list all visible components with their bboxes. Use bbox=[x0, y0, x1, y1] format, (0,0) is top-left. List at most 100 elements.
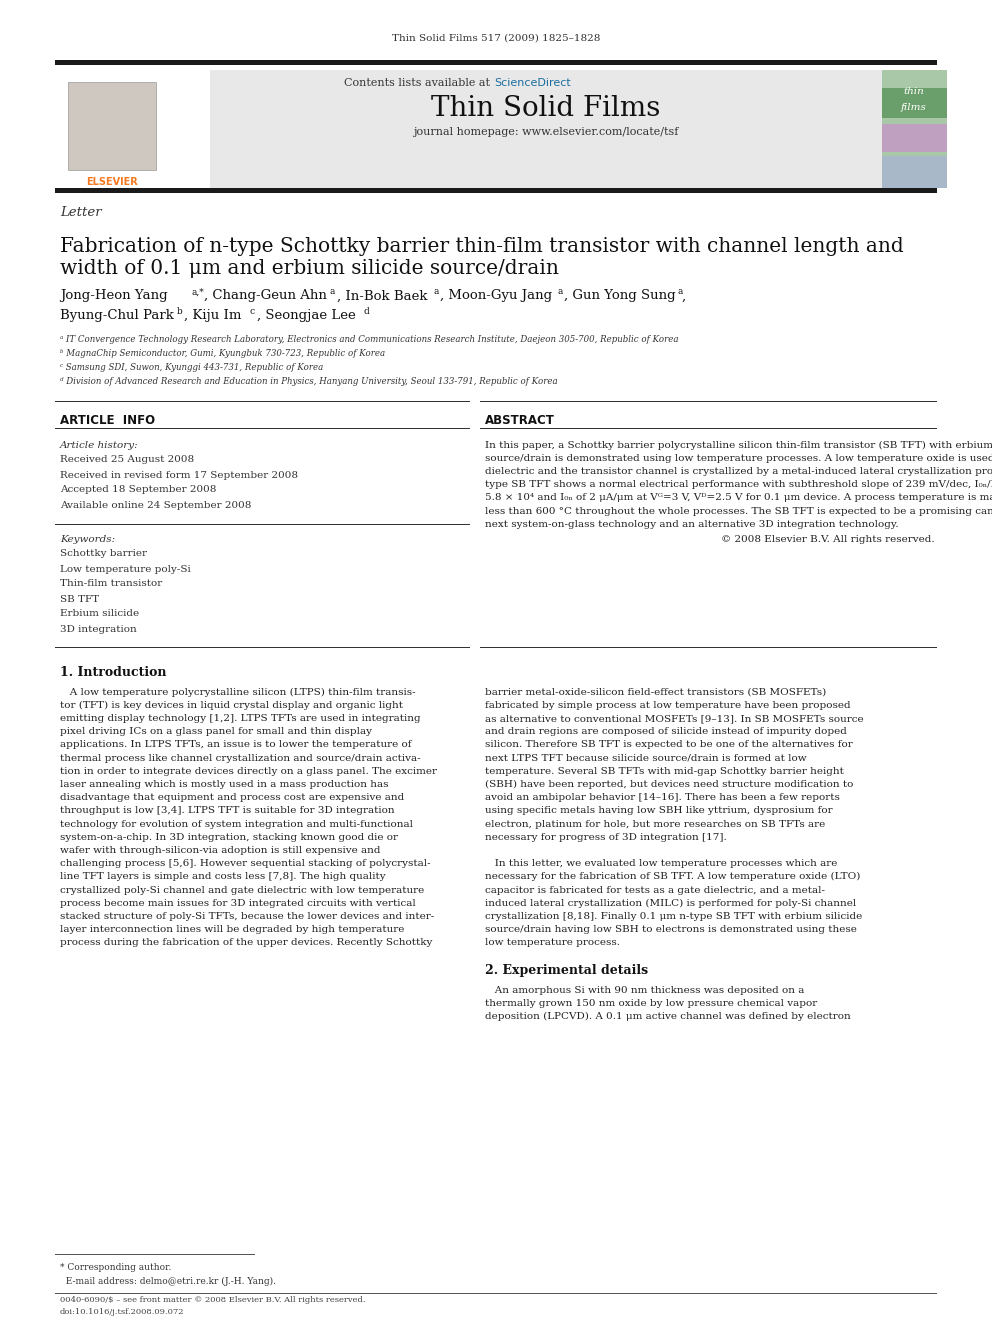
Text: next system-on-glass technology and an alternative 3D integration technology.: next system-on-glass technology and an a… bbox=[485, 520, 899, 529]
Text: crystallization [8,18]. Finally 0.1 μm n-type SB TFT with erbium silicide: crystallization [8,18]. Finally 0.1 μm n… bbox=[485, 912, 862, 921]
Text: Byung-Chul Park: Byung-Chul Park bbox=[60, 308, 174, 321]
Text: layer interconnection lines will be degraded by high temperature: layer interconnection lines will be degr… bbox=[60, 925, 405, 934]
Text: barrier metal-oxide-silicon field-effect transistors (SB MOSFETs): barrier metal-oxide-silicon field-effect… bbox=[485, 688, 826, 696]
Text: emitting display technology [1,2]. LTPS TFTs are used in integrating: emitting display technology [1,2]. LTPS … bbox=[60, 714, 421, 722]
Bar bbox=[55, 188, 937, 193]
Text: throughput is low [3,4]. LTPS TFT is suitable for 3D integration: throughput is low [3,4]. LTPS TFT is sui… bbox=[60, 806, 395, 815]
Text: ᵃ IT Convergence Technology Research Laboratory, Electronics and Communications : ᵃ IT Convergence Technology Research Lab… bbox=[60, 336, 679, 344]
Text: as alternative to conventional MOSFETs [9–13]. In SB MOSFETs source: as alternative to conventional MOSFETs [… bbox=[485, 714, 864, 722]
Text: d: d bbox=[364, 307, 370, 315]
Text: a: a bbox=[433, 287, 438, 296]
Text: crystallized poly-Si channel and gate dielectric with low temperature: crystallized poly-Si channel and gate di… bbox=[60, 885, 425, 894]
Text: , Moon-Gyu Jang: , Moon-Gyu Jang bbox=[440, 290, 553, 303]
Text: 5.8 × 10⁴ and I₀ₙ of 2 μA/μm at Vᴳ=3 V, Vᴰ=2.5 V for 0.1 μm device. A process te: 5.8 × 10⁴ and I₀ₙ of 2 μA/μm at Vᴳ=3 V, … bbox=[485, 493, 992, 503]
Text: ᵇ MagnaChip Semiconductor, Gumi, Kyungbuk 730-723, Republic of Korea: ᵇ MagnaChip Semiconductor, Gumi, Kyungbu… bbox=[60, 349, 385, 359]
Text: ELSEVIER: ELSEVIER bbox=[86, 177, 138, 187]
Text: source/drain having low SBH to electrons is demonstrated using these: source/drain having low SBH to electrons… bbox=[485, 925, 857, 934]
Text: a,*: a,* bbox=[192, 287, 204, 296]
Text: dielectric and the transistor channel is crystallized by a metal-induced lateral: dielectric and the transistor channel is… bbox=[485, 467, 992, 476]
Bar bbox=[882, 89, 947, 118]
Text: 1. Introduction: 1. Introduction bbox=[60, 665, 167, 679]
Text: 0040-6090/$ – see front matter © 2008 Elsevier B.V. All rights reserved.: 0040-6090/$ – see front matter © 2008 El… bbox=[60, 1297, 365, 1304]
Bar bbox=[882, 124, 947, 152]
Text: necessary for the fabrication of SB TFT. A low temperature oxide (LTO): necessary for the fabrication of SB TFT.… bbox=[485, 872, 860, 881]
Text: challenging process [5,6]. However sequential stacking of polycrystal-: challenging process [5,6]. However seque… bbox=[60, 859, 431, 868]
Text: necessary for progress of 3D integration [17].: necessary for progress of 3D integration… bbox=[485, 832, 727, 841]
Text: next LTPS TFT because silicide source/drain is formed at low: next LTPS TFT because silicide source/dr… bbox=[485, 754, 806, 762]
Bar bbox=[882, 156, 947, 188]
Text: a: a bbox=[330, 287, 335, 296]
Text: Schottky barrier: Schottky barrier bbox=[60, 549, 147, 558]
Text: Received 25 August 2008: Received 25 August 2008 bbox=[60, 455, 194, 464]
Text: wafer with through-silicon-via adoption is still expensive and: wafer with through-silicon-via adoption … bbox=[60, 845, 381, 855]
Text: An amorphous Si with 90 nm thickness was deposited on a: An amorphous Si with 90 nm thickness was… bbox=[485, 986, 805, 995]
Text: In this paper, a Schottky barrier polycrystalline silicon thin-film transistor (: In this paper, a Schottky barrier polycr… bbox=[485, 441, 992, 450]
Bar bbox=[55, 70, 210, 188]
Text: Thin-film transistor: Thin-film transistor bbox=[60, 579, 163, 589]
Text: films: films bbox=[901, 103, 927, 112]
Text: Keywords:: Keywords: bbox=[60, 534, 115, 544]
Text: Contents lists available at: Contents lists available at bbox=[343, 78, 493, 89]
Text: a: a bbox=[558, 287, 563, 296]
Text: source/drain is demonstrated using low temperature processes. A low temperature : source/drain is demonstrated using low t… bbox=[485, 454, 992, 463]
Text: thermal process like channel crystallization and source/drain activa-: thermal process like channel crystalliza… bbox=[60, 754, 421, 762]
Text: deposition (LPCVD). A 0.1 μm active channel was defined by electron: deposition (LPCVD). A 0.1 μm active chan… bbox=[485, 1012, 851, 1021]
Text: electron, platinum for hole, but more researches on SB TFTs are: electron, platinum for hole, but more re… bbox=[485, 819, 825, 828]
Text: ARTICLE  INFO: ARTICLE INFO bbox=[60, 414, 155, 426]
Text: © 2008 Elsevier B.V. All rights reserved.: © 2008 Elsevier B.V. All rights reserved… bbox=[721, 534, 935, 544]
Text: SB TFT: SB TFT bbox=[60, 594, 99, 603]
Text: ABSTRACT: ABSTRACT bbox=[485, 414, 555, 426]
Text: pixel driving ICs on a glass panel for small and thin display: pixel driving ICs on a glass panel for s… bbox=[60, 728, 372, 736]
Text: system-on-a-chip. In 3D integration, stacking known good die or: system-on-a-chip. In 3D integration, sta… bbox=[60, 832, 398, 841]
Text: Thin Solid Films: Thin Solid Films bbox=[432, 94, 661, 122]
Text: Thin Solid Films 517 (2009) 1825–1828: Thin Solid Films 517 (2009) 1825–1828 bbox=[392, 33, 600, 42]
Bar bbox=[210, 70, 882, 188]
Text: thermally grown 150 nm oxide by low pressure chemical vapor: thermally grown 150 nm oxide by low pres… bbox=[485, 999, 817, 1008]
Text: 2. Experimental details: 2. Experimental details bbox=[485, 963, 648, 976]
Bar bbox=[68, 82, 156, 169]
Text: tor (TFT) is key devices in liquid crystal display and organic light: tor (TFT) is key devices in liquid cryst… bbox=[60, 701, 403, 709]
Text: ScienceDirect: ScienceDirect bbox=[494, 78, 570, 89]
Text: c: c bbox=[250, 307, 255, 315]
Text: process become main issues for 3D integrated circuits with vertical: process become main issues for 3D integr… bbox=[60, 898, 416, 908]
Text: a: a bbox=[677, 287, 682, 296]
Text: type SB TFT shows a normal electrical performance with subthreshold slope of 239: type SB TFT shows a normal electrical pe… bbox=[485, 480, 992, 490]
Text: Jong-Heon Yang: Jong-Heon Yang bbox=[60, 290, 168, 303]
Text: Accepted 18 September 2008: Accepted 18 September 2008 bbox=[60, 486, 216, 495]
Text: laser annealing which is mostly used in a mass production has: laser annealing which is mostly used in … bbox=[60, 779, 389, 789]
Text: Fabrication of n-type Schottky barrier thin-film transistor with channel length : Fabrication of n-type Schottky barrier t… bbox=[60, 238, 904, 257]
Text: E-mail address: delmo@etri.re.kr (J.-H. Yang).: E-mail address: delmo@etri.re.kr (J.-H. … bbox=[60, 1277, 276, 1286]
Text: , Seongjae Lee: , Seongjae Lee bbox=[257, 308, 356, 321]
Text: , Chang-Geun Ahn: , Chang-Geun Ahn bbox=[204, 290, 327, 303]
Text: using specific metals having low SBH like yttrium, dysprosium for: using specific metals having low SBH lik… bbox=[485, 806, 832, 815]
Text: Received in revised form 17 September 2008: Received in revised form 17 September 20… bbox=[60, 471, 298, 479]
Text: induced lateral crystallization (MILC) is performed for poly-Si channel: induced lateral crystallization (MILC) i… bbox=[485, 898, 856, 908]
Text: Low temperature poly-Si: Low temperature poly-Si bbox=[60, 565, 190, 573]
Text: , Kiju Im: , Kiju Im bbox=[184, 308, 241, 321]
Text: Letter: Letter bbox=[60, 206, 101, 220]
Text: applications. In LTPS TFTs, an issue is to lower the temperature of: applications. In LTPS TFTs, an issue is … bbox=[60, 741, 412, 749]
Text: Available online 24 September 2008: Available online 24 September 2008 bbox=[60, 500, 251, 509]
Text: , Gun Yong Sung: , Gun Yong Sung bbox=[564, 290, 676, 303]
Text: b: b bbox=[177, 307, 183, 315]
Text: fabricated by simple process at low temperature have been proposed: fabricated by simple process at low temp… bbox=[485, 701, 850, 709]
Text: disadvantage that equipment and process cost are expensive and: disadvantage that equipment and process … bbox=[60, 792, 405, 802]
Text: width of 0.1 μm and erbium silicide source/drain: width of 0.1 μm and erbium silicide sour… bbox=[60, 258, 558, 278]
Text: temperature. Several SB TFTs with mid-gap Schottky barrier height: temperature. Several SB TFTs with mid-ga… bbox=[485, 767, 844, 775]
Text: In this letter, we evaluated low temperature processes which are: In this letter, we evaluated low tempera… bbox=[485, 859, 837, 868]
Text: (SBH) have been reported, but devices need structure modification to: (SBH) have been reported, but devices ne… bbox=[485, 779, 853, 789]
Text: line TFT layers is simple and costs less [7,8]. The high quality: line TFT layers is simple and costs less… bbox=[60, 872, 386, 881]
Text: Erbium silicide: Erbium silicide bbox=[60, 610, 139, 618]
Text: capacitor is fabricated for tests as a gate dielectric, and a metal-: capacitor is fabricated for tests as a g… bbox=[485, 885, 825, 894]
Text: journal homepage: www.elsevier.com/locate/tsf: journal homepage: www.elsevier.com/locat… bbox=[414, 127, 679, 138]
Text: process during the fabrication of the upper devices. Recently Schottky: process during the fabrication of the up… bbox=[60, 938, 433, 947]
Text: silicon. Therefore SB TFT is expected to be one of the alternatives for: silicon. Therefore SB TFT is expected to… bbox=[485, 741, 853, 749]
Text: ᵈ Division of Advanced Research and Education in Physics, Hanyang University, Se: ᵈ Division of Advanced Research and Educ… bbox=[60, 377, 558, 386]
Text: ,: , bbox=[682, 290, 686, 303]
Text: stacked structure of poly-Si TFTs, because the lower devices and inter-: stacked structure of poly-Si TFTs, becau… bbox=[60, 912, 434, 921]
Text: avoid an ambipolar behavior [14–16]. There has been a few reports: avoid an ambipolar behavior [14–16]. The… bbox=[485, 792, 840, 802]
Text: Article history:: Article history: bbox=[60, 441, 139, 450]
Text: and drain regions are composed of silicide instead of impurity doped: and drain regions are composed of silici… bbox=[485, 728, 847, 736]
Text: tion in order to integrate devices directly on a glass panel. The excimer: tion in order to integrate devices direc… bbox=[60, 767, 437, 775]
Text: thin: thin bbox=[904, 87, 925, 97]
